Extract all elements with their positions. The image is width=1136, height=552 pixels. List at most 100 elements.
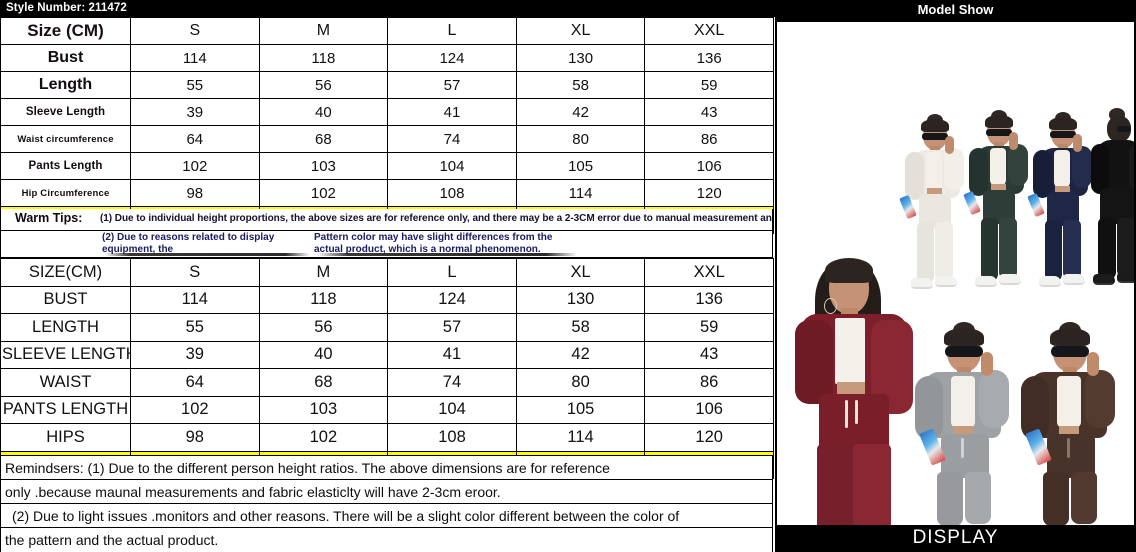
arm-raised (945, 136, 954, 154)
table-row: Pants Length 102 103 104 105 106 (0, 152, 774, 180)
cell2-pants-xxl: 106 (644, 395, 774, 424)
leg-right (1063, 220, 1081, 280)
cell-length-l: 57 (387, 71, 517, 99)
row2-label-sleeve-length: SLEEVE LENGTH (0, 340, 131, 369)
cell2-length-xxl: 59 (644, 313, 774, 342)
leg-right (965, 472, 991, 524)
cell2-sleeve-s: 39 (130, 340, 260, 369)
cell-length-xl: 58 (515, 71, 646, 99)
pants (941, 434, 989, 478)
jacket-opening (835, 318, 865, 384)
model-brown (1017, 322, 1121, 525)
reminder-line-4: the pattern and the actual product. (5, 532, 219, 548)
leg-left (817, 444, 853, 525)
earring-icon (824, 298, 837, 314)
arm-raised (981, 352, 993, 376)
table1-header-l: L (387, 17, 517, 45)
row2-label-pants-length: PANTS LENGTH (0, 395, 131, 424)
sunglasses-icon (1050, 131, 1076, 138)
waist-skin (1059, 426, 1079, 436)
hair-top (921, 119, 949, 132)
cell2-bust-l: 124 (387, 285, 517, 314)
warm-tips-label: Warm Tips: (15, 211, 83, 225)
style-number-bar: Style Number: 211472 (0, 0, 775, 17)
scan-smudge-left (105, 253, 310, 256)
sleeve-left (1091, 144, 1109, 194)
table1-header-m: M (258, 17, 389, 45)
shoe-right (1117, 272, 1134, 283)
arm-raised (1009, 132, 1018, 150)
cell2-length-l: 57 (387, 313, 517, 342)
waist-skin (991, 184, 1006, 192)
model-black-back (1091, 108, 1134, 304)
cell2-pants-s: 102 (130, 395, 260, 424)
cell2-hips-s: 98 (130, 423, 260, 452)
cell-length-xxl: 59 (644, 71, 774, 99)
table-row: SLEEVE LENGTH 39 40 41 42 43 (0, 340, 774, 369)
row-label-waist-circumference: Waist circumference (0, 125, 131, 153)
size-chart-panel: Style Number: 211472 Size (CM) S M L XL … (0, 0, 775, 552)
row-label-sleeve-length: Sleeve Length (0, 98, 131, 126)
row2-label-hips: HIPS (0, 423, 131, 452)
size-table-primary: Size (CM) S M L XL XXL Bust 114 118 124 … (0, 17, 774, 234)
crop-top (951, 376, 975, 428)
leg-right (853, 444, 891, 525)
drawstring (1067, 438, 1070, 458)
cell2-pants-m: 103 (258, 395, 389, 424)
sunglasses-icon (986, 129, 1012, 136)
cell2-waist-m: 68 (258, 368, 389, 397)
cell-sleeve-l: 41 (387, 98, 517, 126)
cell2-hips-xxl: 120 (644, 423, 774, 452)
cell-bust-m: 118 (258, 44, 389, 72)
row2-label-waist: WAIST (0, 368, 131, 397)
sunglasses-icon (1051, 346, 1089, 357)
sleeve-left (795, 320, 833, 404)
row-label-hip-circumference: Hip Circumference (0, 179, 131, 207)
row-label-bust: Bust (0, 44, 131, 72)
cell-hip-l: 108 (387, 179, 517, 207)
cell-waist-l: 74 (387, 125, 517, 153)
cell-pants-m: 103 (258, 152, 389, 180)
model-show-title: Model Show (775, 0, 1136, 22)
model-navy (1027, 112, 1095, 304)
display-title: DISPLAY (775, 525, 1136, 552)
cell2-sleeve-xxl: 43 (644, 340, 774, 369)
shoe-right (999, 274, 1021, 285)
warm-tips-note-2: (2) Due to reasons related to display eq… (102, 232, 275, 255)
shoe-left (1039, 276, 1061, 287)
cell-hip-xl: 114 (515, 179, 646, 207)
table-row: HIPS 98 102 108 114 120 (0, 423, 774, 452)
leg-left (981, 218, 998, 282)
sleeve-right (979, 370, 1009, 428)
table1-header-label: Size (CM) (0, 17, 131, 45)
table2-header-xxl: XXL (644, 258, 774, 287)
table1-header-xl: XL (515, 17, 646, 45)
sleeve-right (1072, 146, 1092, 188)
sunglasses-icon (922, 133, 948, 140)
model-white (899, 114, 967, 304)
table-row: PANTS LENGTH 102 103 104 105 106 (0, 395, 774, 424)
waist-skin (927, 188, 942, 196)
cell-bust-xl: 130 (515, 44, 646, 72)
shoe-left (1093, 274, 1115, 285)
cell-length-s: 55 (130, 71, 260, 99)
cell2-sleeve-l: 41 (387, 340, 517, 369)
row-label-pants-length: Pants Length (0, 152, 131, 180)
crop-top (926, 152, 942, 190)
cell-waist-m: 68 (258, 125, 389, 153)
shoe-right (1063, 274, 1085, 285)
cell-sleeve-m: 40 (258, 98, 389, 126)
size-table-secondary: SIZE(CM) S M L XL XXL BUST 114 118 124 1… (0, 258, 774, 479)
row2-label-bust: BUST (0, 285, 131, 314)
shoe-left (975, 276, 997, 287)
shoe-left (911, 278, 933, 289)
hair-top (1050, 328, 1090, 346)
cell2-hips-l: 108 (387, 423, 517, 452)
leg-right (935, 222, 953, 282)
table2-header-m: M (258, 258, 389, 287)
model-burgundy-main (779, 254, 927, 525)
reminder-line-3: (2) Due to light issues .monitors and ot… (1, 504, 772, 528)
table-row: Sleeve Length 39 40 41 42 43 (0, 98, 774, 126)
model-photo-collage (777, 22, 1134, 525)
